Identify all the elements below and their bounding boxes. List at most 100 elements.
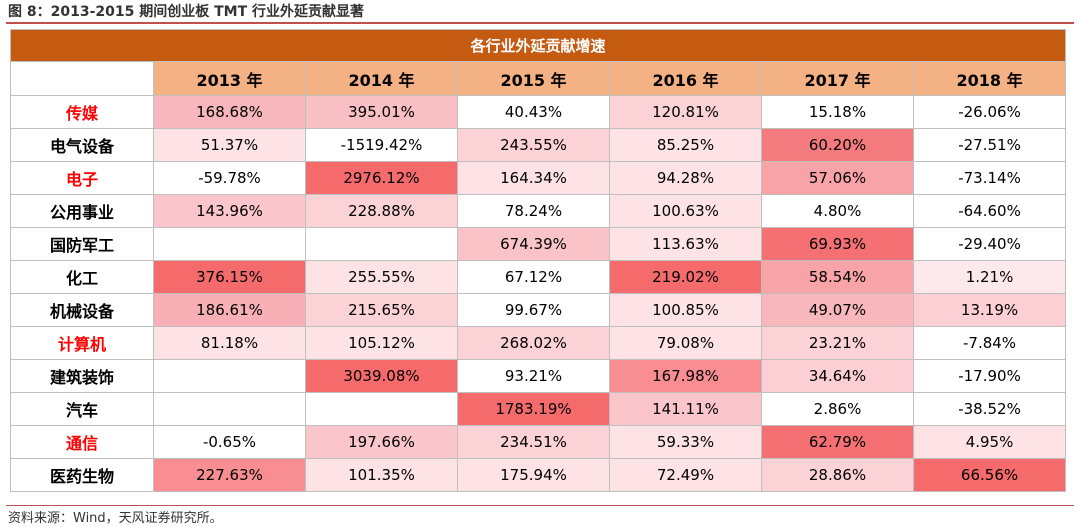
table-row: 电气设备 51.37% -1519.42% 243.55% 85.25% 60.20% -2…	[10, 128, 1067, 162]
value-cell: -73.14%	[912, 161, 1067, 195]
value-cell: 13.19%	[912, 293, 1067, 327]
value-cell: 67.12%	[457, 260, 610, 294]
value-cell	[305, 227, 458, 261]
industry-label: 汽车	[10, 392, 154, 426]
corner-cell	[10, 61, 154, 96]
value-cell: 120.81%	[609, 95, 762, 129]
table-row: 公用事业 143.96% 228.88% 78.24% 100.63% 4.80% -64.…	[10, 194, 1067, 228]
value-cell: 49.07%	[761, 293, 914, 327]
value-cell: 4.80%	[761, 194, 914, 228]
value-cell: 72.49%	[609, 458, 762, 492]
value-cell: 81.18%	[153, 326, 306, 360]
value-cell: -27.51%	[912, 128, 1067, 162]
value-cell: -38.52%	[912, 392, 1067, 426]
value-cell: 101.35%	[305, 458, 458, 492]
value-cell: 143.96%	[153, 194, 306, 228]
value-cell: -7.84%	[912, 326, 1067, 360]
value-cell: 2.86%	[761, 392, 914, 426]
value-cell: 175.94%	[457, 458, 610, 492]
value-cell: 268.02%	[457, 326, 610, 360]
value-cell: 79.08%	[609, 326, 762, 360]
value-cell: 28.86%	[761, 458, 914, 492]
table-container: 各行业外延贡献增速 2013 年 2014 年 2015 年 2016 年 2017 年…	[9, 29, 1067, 492]
value-cell: 60.20%	[761, 128, 914, 162]
value-cell: 2976.12%	[305, 161, 458, 195]
table-row: 医药生物 227.63% 101.35% 175.94% 72.49% 28.86% 66.…	[10, 458, 1067, 492]
value-cell: 215.65%	[305, 293, 458, 327]
value-cell: 219.02%	[609, 260, 762, 294]
value-cell: 40.43%	[457, 95, 610, 129]
table-row: 汽车 1783.19% 141.11% 2.86% -38.52%	[10, 392, 1067, 426]
value-cell	[153, 227, 306, 261]
value-cell: 51.37%	[153, 128, 306, 162]
value-cell: -29.40%	[912, 227, 1067, 261]
value-cell: -0.65%	[153, 425, 306, 459]
year-header: 2016 年	[609, 61, 762, 96]
value-cell: 57.06%	[761, 161, 914, 195]
table-row: 建筑装饰 3039.08% 93.21% 167.98% 34.64% -17.90%	[10, 359, 1067, 393]
table-row: 计算机 81.18% 105.12% 268.02% 79.08% 23.21% -7.84…	[10, 326, 1067, 360]
table-row: 化工 376.15% 255.55% 67.12% 219.02% 58.54% 1.21%	[10, 260, 1067, 294]
value-cell: 234.51%	[457, 425, 610, 459]
year-header: 2017 年	[761, 61, 914, 96]
value-cell: 93.21%	[457, 359, 610, 393]
bottom-rule	[6, 505, 1074, 506]
value-cell: 94.28%	[609, 161, 762, 195]
source-note: 资料来源：Wind，天风证券研究所。	[8, 511, 223, 526]
value-cell: 1783.19%	[457, 392, 610, 426]
industry-label: 公用事业	[10, 194, 154, 228]
value-cell: 168.68%	[153, 95, 306, 129]
contribution-table: 各行业外延贡献增速 2013 年 2014 年 2015 年 2016 年 2017 年…	[9, 29, 1067, 492]
industry-label: 化工	[10, 260, 154, 294]
value-cell: -17.90%	[912, 359, 1067, 393]
industry-label: 机械设备	[10, 293, 154, 327]
value-cell: 100.63%	[609, 194, 762, 228]
industry-label: 国防军工	[10, 227, 154, 261]
value-cell: 376.15%	[153, 260, 306, 294]
value-cell	[153, 392, 306, 426]
year-header: 2015 年	[457, 61, 610, 96]
table-row: 通信 -0.65% 197.66% 234.51% 59.33% 62.79% 4.95%	[10, 425, 1067, 459]
industry-label: 通信	[10, 425, 154, 459]
value-cell: 100.85%	[609, 293, 762, 327]
value-cell: 255.55%	[305, 260, 458, 294]
year-header: 2018 年	[912, 61, 1067, 96]
table-body: 传媒 168.68% 395.01% 40.43% 120.81% 15.18% -26.0…	[10, 95, 1067, 492]
value-cell: 69.93%	[761, 227, 914, 261]
value-cell: 1.21%	[912, 260, 1067, 294]
value-cell: 34.64%	[761, 359, 914, 393]
table-row: 电子 -59.78% 2976.12% 164.34% 94.28% 57.06% -73.…	[10, 161, 1067, 195]
value-cell: 167.98%	[609, 359, 762, 393]
value-cell: -59.78%	[153, 161, 306, 195]
value-cell: 85.25%	[609, 128, 762, 162]
table-header: 各行业外延贡献增速	[9, 29, 1067, 62]
figure-title: 图 8：2013-2015 期间创业板 TMT 行业外延贡献显著	[8, 4, 365, 20]
value-cell: 164.34%	[457, 161, 610, 195]
table-row: 国防军工 674.39% 113.63% 69.93% -29.40%	[10, 227, 1067, 261]
value-cell: -64.60%	[912, 194, 1067, 228]
value-cell: 113.63%	[609, 227, 762, 261]
value-cell	[153, 359, 306, 393]
industry-label: 建筑装饰	[10, 359, 154, 393]
value-cell: -26.06%	[912, 95, 1067, 129]
value-cell: -1519.42%	[305, 128, 458, 162]
value-cell: 105.12%	[305, 326, 458, 360]
industry-label: 电子	[10, 161, 154, 195]
value-cell: 58.54%	[761, 260, 914, 294]
value-cell: 4.95%	[912, 425, 1067, 459]
value-cell: 99.67%	[457, 293, 610, 327]
industry-label: 医药生物	[10, 458, 154, 492]
value-cell: 23.21%	[761, 326, 914, 360]
value-cell: 227.63%	[153, 458, 306, 492]
value-cell: 59.33%	[609, 425, 762, 459]
value-cell: 78.24%	[457, 194, 610, 228]
table-row: 机械设备 186.61% 215.65% 99.67% 100.85% 49.07% 13.…	[10, 293, 1067, 327]
title-rule	[6, 22, 1074, 24]
industry-label: 传媒	[10, 95, 154, 129]
industry-label: 计算机	[10, 326, 154, 360]
value-cell: 3039.08%	[305, 359, 458, 393]
value-cell: 228.88%	[305, 194, 458, 228]
value-cell: 15.18%	[761, 95, 914, 129]
value-cell: 141.11%	[609, 392, 762, 426]
industry-label: 电气设备	[10, 128, 154, 162]
